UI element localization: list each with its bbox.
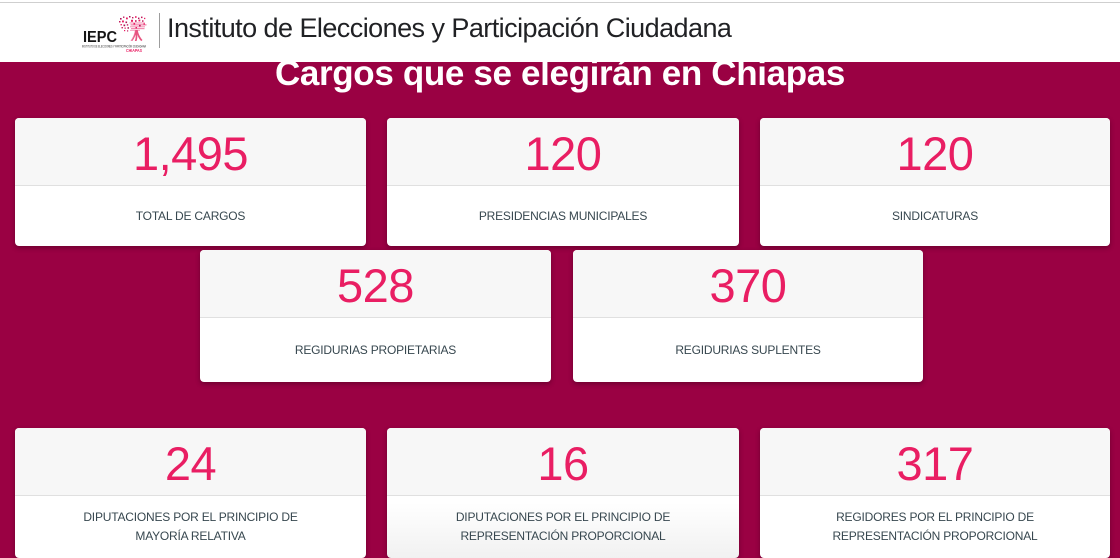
svg-text:INSTITUTO DE ELECCIONES Y PART: INSTITUTO DE ELECCIONES Y PARTICIPACIÓN … [82, 44, 146, 49]
svg-text:IEPC: IEPC [83, 29, 117, 46]
svg-text:CHIAPAS: CHIAPAS [126, 48, 142, 53]
